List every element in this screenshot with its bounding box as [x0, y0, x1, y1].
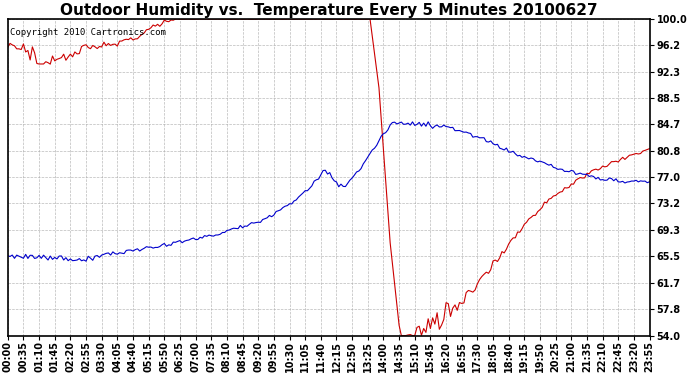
Title: Outdoor Humidity vs.  Temperature Every 5 Minutes 20100627: Outdoor Humidity vs. Temperature Every 5…: [60, 3, 598, 18]
Text: Copyright 2010 Cartronics.com: Copyright 2010 Cartronics.com: [10, 28, 166, 38]
